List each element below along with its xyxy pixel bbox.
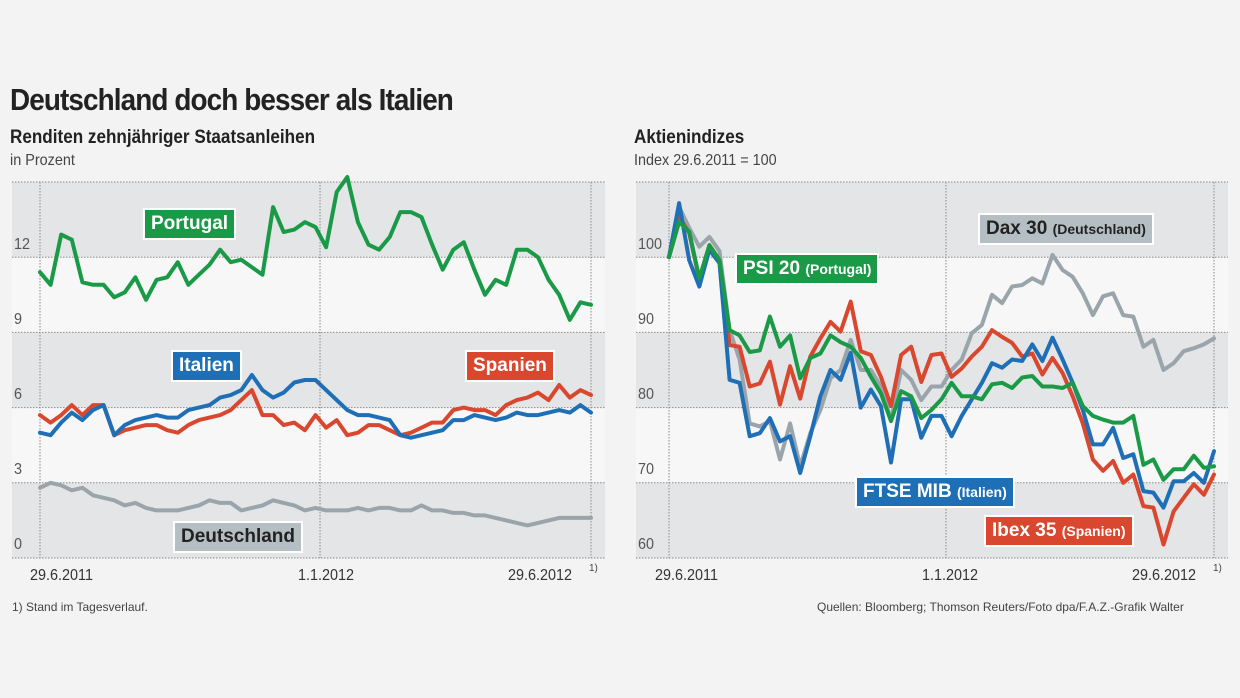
label-spanien: Spanien [465,350,555,382]
x-tick: 29.6.2012 [1132,567,1197,584]
y-tick: 0 [14,536,23,553]
y-tick: 60 [638,536,655,553]
y-tick: 80 [638,386,655,403]
x-tick-note: 1) [1213,563,1222,574]
grid-band [12,407,605,483]
label-deutschland: Deutschland [173,521,304,553]
label-dax: Dax 30 (Deutschland) [978,213,1154,245]
y-tick: 90 [638,311,655,328]
series-line-ftse-mib [667,201,1216,510]
x-tick: 1.1.2012 [298,567,355,584]
x-tick: 29.6.2012 [508,567,573,584]
grid-band [636,257,1228,333]
footnote: 1) Stand im Tagesverlauf. [12,600,148,614]
label-portugal: Portugal [143,208,237,240]
grid-band [12,182,605,258]
grid-band [12,482,605,558]
x-tick: 29.6.2011 [655,567,718,584]
right-chart-title: Aktienindizes [634,127,745,148]
label-italien: Italien [171,350,242,382]
x-tick: 29.6.2011 [30,567,93,584]
left-chart-unit: in Prozent [10,152,75,169]
y-tick: 12 [14,236,31,253]
series-line-spanien [38,383,593,438]
left-chart-title: Renditen zehnjähriger Staatsanleihen [10,127,316,148]
y-tick: 70 [638,461,655,478]
series-line-dax-30 [667,204,1216,469]
y-tick: 6 [14,386,23,403]
series-line-italien [38,373,593,440]
y-tick: 100 [638,236,663,253]
right-chart-unit: Index 29.6.2011 = 100 [634,152,777,169]
y-tick: 9 [14,311,23,328]
label-ftse: FTSE MIB (Italien) [855,476,1015,508]
x-tick: 1.1.2012 [922,567,979,584]
series-line-psi-20 [667,219,1216,482]
series-line-portugal [38,175,593,322]
x-tick-note: 1) [589,563,598,574]
page-title: Deutschland doch besser als Italien [10,82,454,117]
label-psi: PSI 20 (Portugal) [735,253,880,285]
grid-band [12,257,605,333]
source-credit: Quellen: Bloomberg; Thomson Reuters/Foto… [817,600,1184,614]
label-ibex: Ibex 35 (Spanien) [984,515,1134,547]
y-tick: 3 [14,461,23,478]
series-line-deutschland [38,480,593,528]
series-line-ibex-35 [667,214,1216,547]
